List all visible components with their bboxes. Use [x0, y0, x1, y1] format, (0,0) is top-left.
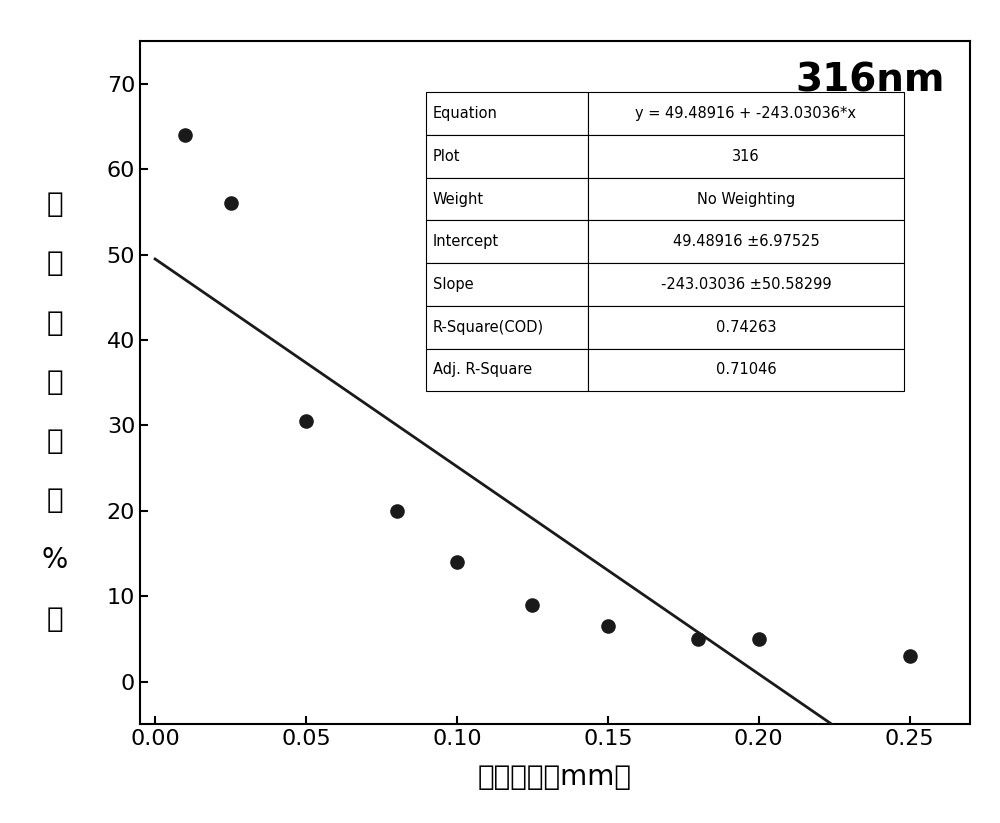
- Text: 紫: 紫: [47, 190, 63, 218]
- Text: No Weighting: No Weighting: [697, 192, 795, 207]
- Text: 透: 透: [47, 309, 63, 337]
- Text: %: %: [42, 546, 68, 574]
- Text: Slope: Slope: [433, 277, 474, 292]
- X-axis label: 薄膜厚度（mm）: 薄膜厚度（mm）: [478, 763, 632, 791]
- Bar: [588, 221, 904, 263]
- Text: 外: 外: [47, 249, 63, 277]
- Bar: [588, 306, 904, 349]
- Bar: [588, 178, 904, 221]
- Text: Equation: Equation: [433, 106, 498, 121]
- Point: [177, 128, 193, 142]
- Point: [223, 197, 239, 210]
- Point: [298, 415, 314, 428]
- Text: 0.74263: 0.74263: [716, 319, 776, 335]
- Bar: [426, 221, 588, 263]
- Text: （: （: [47, 486, 63, 514]
- Text: 0.71046: 0.71046: [716, 362, 776, 378]
- Point: [449, 556, 465, 569]
- Point: [524, 598, 540, 611]
- Text: 射: 射: [47, 368, 63, 396]
- Text: -243.03036 ±50.58299: -243.03036 ±50.58299: [661, 277, 831, 292]
- Bar: [426, 306, 588, 349]
- Bar: [426, 349, 588, 391]
- Bar: [588, 135, 904, 178]
- Point: [690, 632, 706, 645]
- Text: Intercept: Intercept: [433, 235, 499, 249]
- Text: ）: ）: [47, 605, 63, 633]
- Text: 316: 316: [732, 149, 760, 164]
- Bar: [426, 92, 588, 135]
- Text: 316nm: 316nm: [796, 62, 945, 100]
- Point: [751, 632, 767, 645]
- Bar: [588, 92, 904, 135]
- Bar: [426, 135, 588, 178]
- Text: Adj. R-Square: Adj. R-Square: [433, 362, 532, 378]
- Text: 49.48916 ±6.97525: 49.48916 ±6.97525: [673, 235, 819, 249]
- Point: [389, 504, 405, 518]
- Point: [600, 620, 616, 633]
- Text: R-Square(COD): R-Square(COD): [433, 319, 544, 335]
- Text: Plot: Plot: [433, 149, 460, 164]
- Text: 率: 率: [47, 427, 63, 455]
- Text: y = 49.48916 + -243.03036*x: y = 49.48916 + -243.03036*x: [635, 106, 856, 121]
- Bar: [588, 349, 904, 391]
- Bar: [588, 263, 904, 306]
- Text: Weight: Weight: [433, 192, 484, 207]
- Bar: [426, 178, 588, 221]
- Bar: [426, 263, 588, 306]
- Point: [902, 649, 918, 663]
